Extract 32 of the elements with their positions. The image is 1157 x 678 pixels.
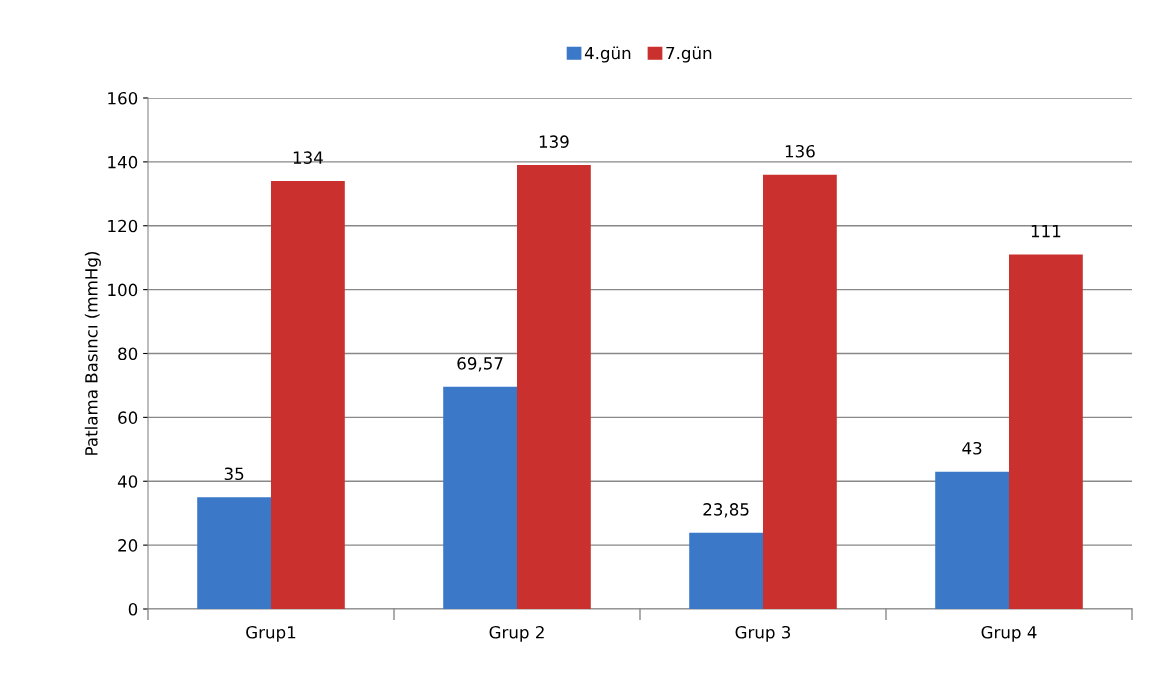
- y-tick-label: 120: [108, 219, 138, 233]
- data-label: 136: [785, 144, 815, 158]
- bar: [763, 174, 837, 609]
- data-label: 111: [1031, 224, 1061, 238]
- y-tick-label: 160: [108, 91, 138, 105]
- data-label: 139: [539, 135, 569, 148]
- bar: [443, 386, 517, 609]
- bar: [271, 181, 345, 609]
- y-tick-label: 140: [108, 155, 138, 169]
- data-label: 134: [293, 151, 323, 164]
- x-tick-label: Grup1: [246, 625, 296, 642]
- y-tick-label: 100: [108, 283, 138, 297]
- y-tick-label: 0: [128, 602, 138, 616]
- data-label: 35: [224, 467, 244, 481]
- data-label: 69,57: [457, 357, 503, 372]
- x-tick-label: Grup 3: [735, 625, 791, 642]
- bar: [1009, 254, 1083, 609]
- data-label: 23,85: [703, 503, 749, 518]
- data-label: 43: [962, 441, 982, 455]
- y-tick-label: 40: [117, 475, 138, 488]
- legend-label: 7.gün: [666, 46, 712, 63]
- bar: [197, 497, 271, 609]
- legend-label: 4.gün: [584, 46, 631, 63]
- bar: [517, 165, 591, 609]
- x-tick-label: Grup 4: [981, 625, 1037, 642]
- x-tick-label: Grup 2: [489, 625, 544, 642]
- y-tick-label: 60: [118, 411, 138, 424]
- bar: [935, 471, 1009, 609]
- y-tick-label: 80: [118, 347, 138, 361]
- y-axis-title: Patlama Basıncı (mmHg): [84, 252, 101, 455]
- bar: [689, 532, 763, 609]
- y-tick-label: 20: [118, 539, 138, 552]
